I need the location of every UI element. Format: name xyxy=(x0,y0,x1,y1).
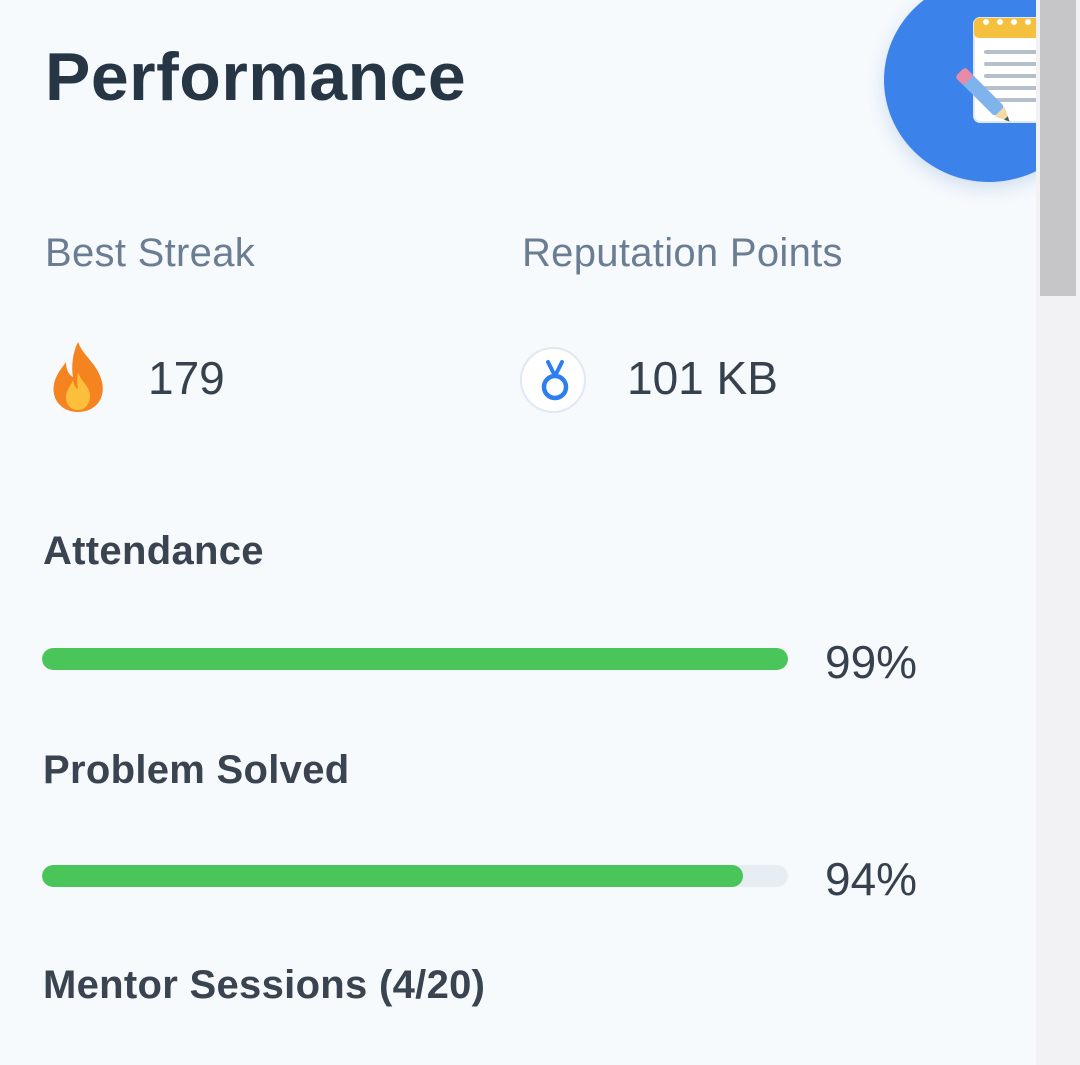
attendance-progress-bar xyxy=(42,648,788,670)
scrollbar-track[interactable] xyxy=(1036,0,1080,1065)
notepad-pencil-icon xyxy=(956,17,1036,123)
reputation-points-value: 101 KB xyxy=(627,352,778,404)
best-streak-label: Best Streak xyxy=(45,231,256,275)
mentor-sessions-label: Mentor Sessions (4/20) xyxy=(43,963,486,1007)
attendance-percent: 99% xyxy=(825,636,918,688)
problem-solved-progress-fill xyxy=(42,865,744,887)
page-title: Performance xyxy=(45,39,467,115)
reputation-points-label: Reputation Points xyxy=(522,231,843,275)
attendance-label: Attendance xyxy=(43,529,264,573)
reputation-badge xyxy=(520,347,586,413)
scrollbar-thumb[interactable] xyxy=(1040,0,1076,296)
performance-panel: Performance xyxy=(42,0,1036,1007)
flame-icon xyxy=(53,342,103,412)
problem-solved-label: Problem Solved xyxy=(43,748,350,792)
notes-fab-button[interactable] xyxy=(884,0,1036,182)
best-streak-value: 179 xyxy=(148,352,225,404)
problem-solved-progress-bar xyxy=(42,865,788,887)
medal-icon xyxy=(541,360,569,401)
attendance-progress-fill xyxy=(42,648,788,670)
problem-solved-percent: 94% xyxy=(825,853,918,905)
